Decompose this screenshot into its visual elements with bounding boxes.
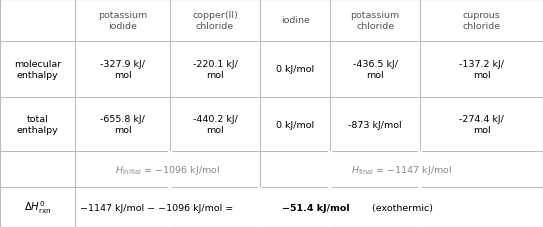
Text: 0 kJ/mol: 0 kJ/mol	[276, 65, 314, 74]
Bar	[328, 151, 332, 187]
Text: cuprous
chloride: cuprous chloride	[463, 11, 501, 31]
Text: -274.4 kJ/
mol: -274.4 kJ/ mol	[459, 115, 504, 134]
Text: molecular
enthalpy: molecular enthalpy	[14, 60, 61, 79]
Text: −51.4 kJ/mol: −51.4 kJ/mol	[282, 203, 350, 212]
Text: -440.2 kJ/
mol: -440.2 kJ/ mol	[193, 115, 237, 134]
Text: -220.1 kJ/
mol: -220.1 kJ/ mol	[193, 60, 237, 79]
Text: 0 kJ/mol: 0 kJ/mol	[276, 120, 314, 129]
Bar	[168, 151, 172, 187]
Text: $H_{\rm initial}$ = −1096 kJ/mol: $H_{\rm initial}$ = −1096 kJ/mol	[115, 163, 220, 176]
Text: −1147 kJ/mol − −1096 kJ/mol =: −1147 kJ/mol − −1096 kJ/mol =	[80, 203, 237, 212]
Text: potassium
iodide: potassium iodide	[98, 11, 147, 31]
Text: -137.2 kJ/
mol: -137.2 kJ/ mol	[459, 60, 504, 79]
Bar	[418, 187, 422, 227]
Text: copper(II)
chloride: copper(II) chloride	[192, 11, 238, 31]
Text: potassium
chloride: potassium chloride	[351, 11, 400, 31]
Text: -436.5 kJ/
mol: -436.5 kJ/ mol	[353, 60, 397, 79]
Text: -873 kJ/mol: -873 kJ/mol	[349, 120, 402, 129]
Text: $\Delta H^0_{\rm rxn}$: $\Delta H^0_{\rm rxn}$	[24, 199, 51, 215]
Bar	[258, 187, 262, 227]
Bar	[168, 187, 172, 227]
Text: -655.8 kJ/
mol: -655.8 kJ/ mol	[100, 115, 145, 134]
Text: (exothermic): (exothermic)	[369, 203, 433, 212]
Bar	[328, 187, 332, 227]
Text: $H_{\rm final}$ = −1147 kJ/mol: $H_{\rm final}$ = −1147 kJ/mol	[351, 163, 452, 176]
Text: total
enthalpy: total enthalpy	[17, 115, 58, 134]
Bar	[418, 151, 422, 187]
Text: -327.9 kJ/
mol: -327.9 kJ/ mol	[100, 60, 145, 79]
Text: iodine: iodine	[281, 16, 310, 25]
